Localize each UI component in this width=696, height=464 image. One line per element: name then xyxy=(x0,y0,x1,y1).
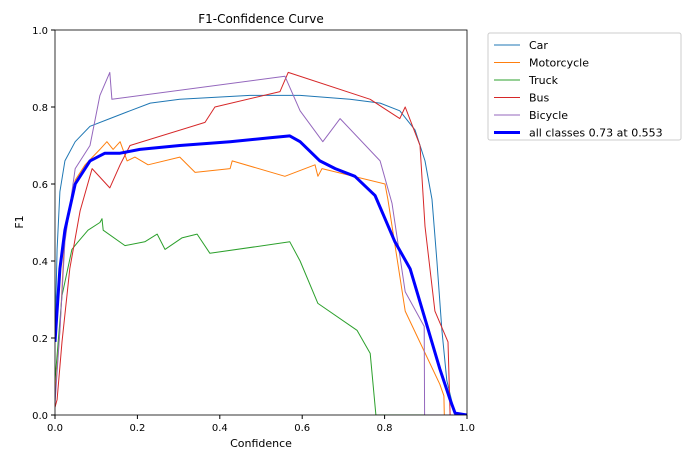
y-tick-label: 0.2 xyxy=(32,334,48,345)
x-tick-label: 0.4 xyxy=(212,423,228,434)
legend: Car Motorcycle Truck Bus Bicycle all classes … xyxy=(487,32,682,141)
series-line-2 xyxy=(55,218,467,415)
legend-label-4: Bicycle xyxy=(529,109,568,122)
legend-label-0: Car xyxy=(529,39,548,52)
legend-label-3: Bus xyxy=(529,92,550,105)
x-axis-label: Confidence xyxy=(230,437,292,450)
y-tick-label: 1.0 xyxy=(32,26,48,37)
series-line-3 xyxy=(55,71,467,415)
series-line-5 xyxy=(55,134,467,415)
x-tick-label: 0.6 xyxy=(294,423,310,434)
x-tick-label: 0.2 xyxy=(129,423,145,434)
legend-label-5: all classes 0.73 at 0.553 xyxy=(529,127,663,140)
series-line-4 xyxy=(55,71,467,415)
chart-title: F1-Confidence Curve xyxy=(198,12,324,26)
y-tick-label: 0.6 xyxy=(32,180,48,191)
y-tick-label: 0.0 xyxy=(32,411,48,422)
plot-frame xyxy=(54,29,468,416)
x-tick-label: 1.0 xyxy=(459,423,475,434)
x-tick-label: 0.8 xyxy=(377,423,393,434)
y-tick-label: 0.4 xyxy=(32,257,48,268)
y-tick-label: 0.8 xyxy=(32,103,48,114)
legend-label-2: Truck xyxy=(528,74,559,87)
legend-label-1: Motorcycle xyxy=(529,57,589,70)
series-line-0 xyxy=(55,94,467,415)
series-line-1 xyxy=(55,141,467,415)
x-tick-label: 0.0 xyxy=(47,423,63,434)
y-axis-label: F1 xyxy=(13,215,26,228)
